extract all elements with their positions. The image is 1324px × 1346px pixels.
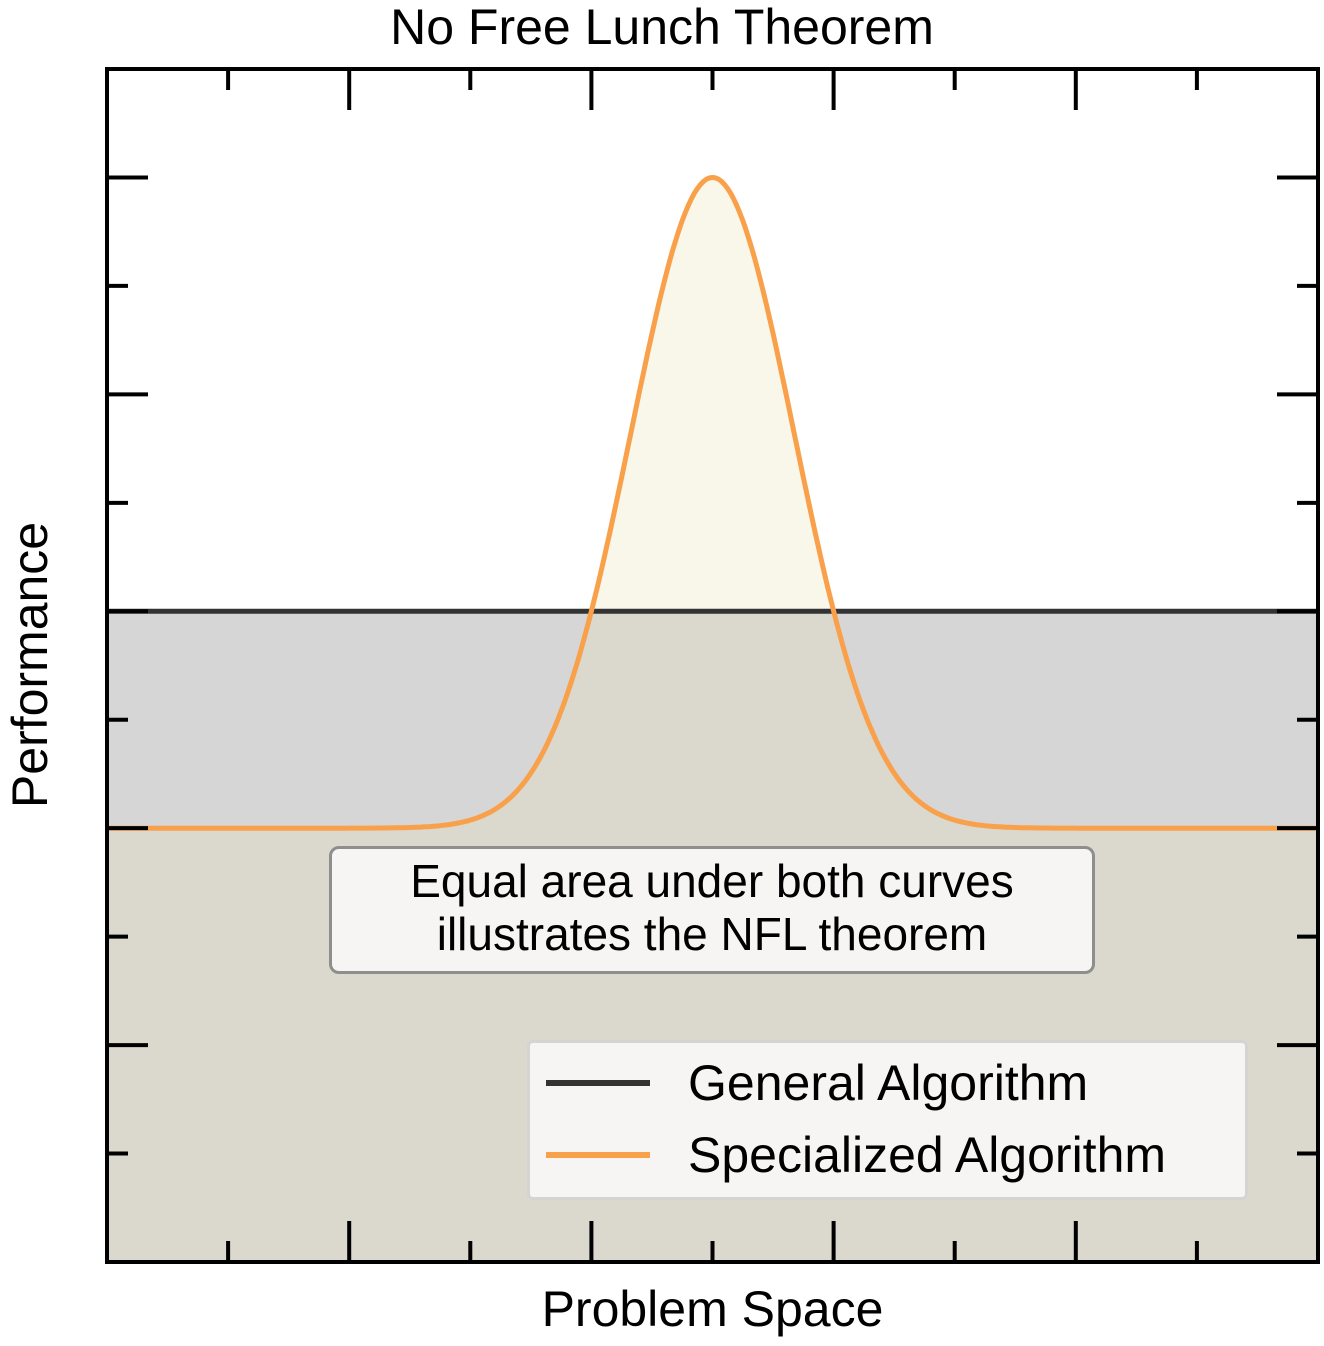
annotation-line-2: illustrates the NFL theorem	[436, 908, 988, 960]
plot-frame	[105, 67, 1320, 1264]
specialized-algorithm-line	[107, 175, 1318, 831]
legend: General Algorithm Specialized Algorithm	[527, 1040, 1248, 1200]
legend-label-general: General Algorithm	[688, 1055, 1089, 1111]
axis-ticks	[107, 69, 1318, 1262]
legend-swatch-general	[546, 1080, 650, 1086]
series-lines	[107, 175, 1318, 831]
annotation-line-1: Equal area under both curves	[410, 855, 1014, 907]
legend-label-specialized: Specialized Algorithm	[688, 1127, 1167, 1183]
x-axis-label: Problem Space	[541, 1281, 884, 1337]
legend-item-general: General Algorithm	[546, 1053, 1088, 1113]
chart-title: No Free Lunch Theorem	[390, 0, 934, 55]
legend-item-specialized: Specialized Algorithm	[546, 1125, 1166, 1185]
y-axis-label: Performance	[2, 521, 58, 809]
annotation-box: Equal area under both curves illustrates…	[329, 846, 1095, 974]
legend-swatch-specialized	[546, 1152, 650, 1158]
